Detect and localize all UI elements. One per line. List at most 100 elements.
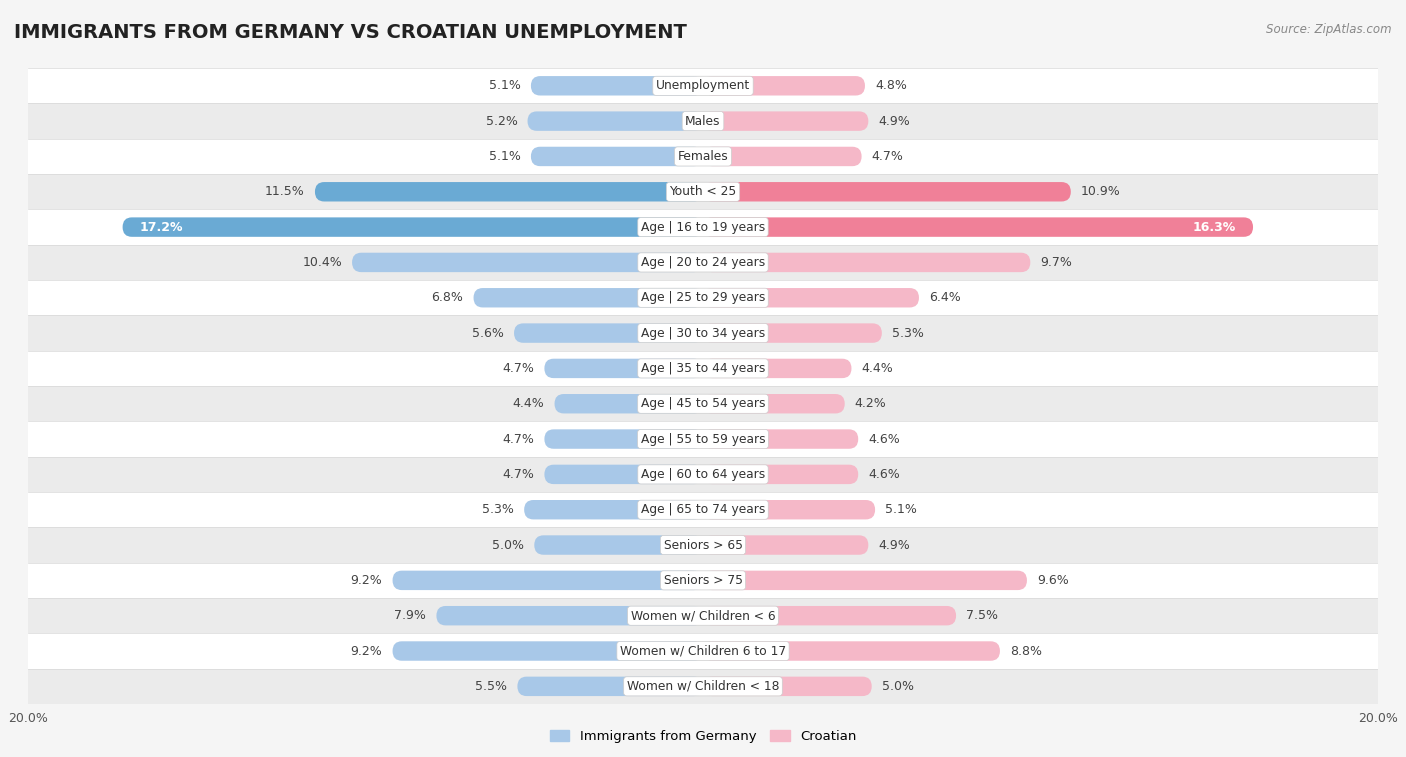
Text: 5.3%: 5.3% — [482, 503, 515, 516]
Bar — [28, 139, 1378, 174]
Text: Age | 30 to 34 years: Age | 30 to 34 years — [641, 326, 765, 340]
Text: 4.6%: 4.6% — [869, 432, 900, 446]
Text: Age | 20 to 24 years: Age | 20 to 24 years — [641, 256, 765, 269]
FancyBboxPatch shape — [315, 182, 703, 201]
Text: 9.6%: 9.6% — [1038, 574, 1069, 587]
Text: Age | 45 to 54 years: Age | 45 to 54 years — [641, 397, 765, 410]
FancyBboxPatch shape — [544, 465, 703, 484]
FancyBboxPatch shape — [703, 217, 1253, 237]
Bar — [28, 634, 1378, 668]
FancyBboxPatch shape — [703, 288, 920, 307]
Text: 4.7%: 4.7% — [502, 468, 534, 481]
FancyBboxPatch shape — [352, 253, 703, 272]
Text: 9.2%: 9.2% — [350, 574, 382, 587]
Text: 17.2%: 17.2% — [139, 220, 183, 234]
FancyBboxPatch shape — [122, 217, 703, 237]
Text: Seniors > 65: Seniors > 65 — [664, 538, 742, 552]
Text: 11.5%: 11.5% — [266, 185, 305, 198]
FancyBboxPatch shape — [544, 359, 703, 378]
Text: 7.5%: 7.5% — [966, 609, 998, 622]
Text: Males: Males — [685, 114, 721, 128]
Text: Youth < 25: Youth < 25 — [669, 185, 737, 198]
FancyBboxPatch shape — [703, 394, 845, 413]
FancyBboxPatch shape — [703, 359, 852, 378]
Bar — [28, 210, 1378, 245]
Text: 4.6%: 4.6% — [869, 468, 900, 481]
Text: 6.4%: 6.4% — [929, 291, 960, 304]
Bar — [28, 422, 1378, 456]
FancyBboxPatch shape — [534, 535, 703, 555]
FancyBboxPatch shape — [392, 571, 703, 590]
Text: Females: Females — [678, 150, 728, 163]
FancyBboxPatch shape — [703, 606, 956, 625]
Text: Seniors > 75: Seniors > 75 — [664, 574, 742, 587]
Text: Age | 55 to 59 years: Age | 55 to 59 years — [641, 432, 765, 446]
Bar — [28, 386, 1378, 422]
Text: IMMIGRANTS FROM GERMANY VS CROATIAN UNEMPLOYMENT: IMMIGRANTS FROM GERMANY VS CROATIAN UNEM… — [14, 23, 688, 42]
Text: Age | 35 to 44 years: Age | 35 to 44 years — [641, 362, 765, 375]
Text: 7.9%: 7.9% — [395, 609, 426, 622]
Text: 5.3%: 5.3% — [891, 326, 924, 340]
FancyBboxPatch shape — [524, 500, 703, 519]
FancyBboxPatch shape — [703, 253, 1031, 272]
Text: Women w/ Children < 6: Women w/ Children < 6 — [631, 609, 775, 622]
Text: 5.0%: 5.0% — [492, 538, 524, 552]
Text: 4.2%: 4.2% — [855, 397, 887, 410]
Bar — [28, 280, 1378, 316]
Text: Women w/ Children 6 to 17: Women w/ Children 6 to 17 — [620, 644, 786, 658]
FancyBboxPatch shape — [703, 76, 865, 95]
Text: 4.4%: 4.4% — [513, 397, 544, 410]
FancyBboxPatch shape — [703, 641, 1000, 661]
Legend: Immigrants from Germany, Croatian: Immigrants from Germany, Croatian — [544, 724, 862, 748]
FancyBboxPatch shape — [517, 677, 703, 696]
FancyBboxPatch shape — [515, 323, 703, 343]
FancyBboxPatch shape — [703, 465, 858, 484]
FancyBboxPatch shape — [703, 571, 1026, 590]
Bar — [28, 528, 1378, 562]
Text: Age | 60 to 64 years: Age | 60 to 64 years — [641, 468, 765, 481]
FancyBboxPatch shape — [703, 323, 882, 343]
FancyBboxPatch shape — [531, 147, 703, 166]
Text: 6.8%: 6.8% — [432, 291, 464, 304]
Bar — [28, 492, 1378, 528]
Text: Source: ZipAtlas.com: Source: ZipAtlas.com — [1267, 23, 1392, 36]
FancyBboxPatch shape — [474, 288, 703, 307]
Text: 5.6%: 5.6% — [472, 326, 503, 340]
Bar — [28, 350, 1378, 386]
Text: 5.0%: 5.0% — [882, 680, 914, 693]
Text: 10.4%: 10.4% — [302, 256, 342, 269]
FancyBboxPatch shape — [703, 535, 869, 555]
Bar — [28, 68, 1378, 104]
Text: 8.8%: 8.8% — [1010, 644, 1042, 658]
FancyBboxPatch shape — [392, 641, 703, 661]
Text: 4.7%: 4.7% — [502, 362, 534, 375]
Bar — [28, 598, 1378, 634]
Text: 5.1%: 5.1% — [886, 503, 917, 516]
FancyBboxPatch shape — [703, 147, 862, 166]
Text: Age | 65 to 74 years: Age | 65 to 74 years — [641, 503, 765, 516]
Bar — [28, 456, 1378, 492]
FancyBboxPatch shape — [544, 429, 703, 449]
Bar — [28, 668, 1378, 704]
Text: 5.5%: 5.5% — [475, 680, 508, 693]
Bar — [28, 174, 1378, 210]
Text: 4.4%: 4.4% — [862, 362, 893, 375]
Text: Age | 25 to 29 years: Age | 25 to 29 years — [641, 291, 765, 304]
Text: Age | 16 to 19 years: Age | 16 to 19 years — [641, 220, 765, 234]
Text: 4.7%: 4.7% — [872, 150, 904, 163]
FancyBboxPatch shape — [703, 677, 872, 696]
Bar — [28, 245, 1378, 280]
FancyBboxPatch shape — [527, 111, 703, 131]
Text: 4.9%: 4.9% — [879, 538, 910, 552]
Text: 4.9%: 4.9% — [879, 114, 910, 128]
FancyBboxPatch shape — [554, 394, 703, 413]
FancyBboxPatch shape — [703, 429, 858, 449]
Text: 9.2%: 9.2% — [350, 644, 382, 658]
Text: 4.8%: 4.8% — [875, 79, 907, 92]
Text: 5.1%: 5.1% — [489, 150, 520, 163]
FancyBboxPatch shape — [703, 182, 1071, 201]
Text: 5.2%: 5.2% — [485, 114, 517, 128]
Bar — [28, 562, 1378, 598]
Text: 10.9%: 10.9% — [1081, 185, 1121, 198]
FancyBboxPatch shape — [703, 111, 869, 131]
